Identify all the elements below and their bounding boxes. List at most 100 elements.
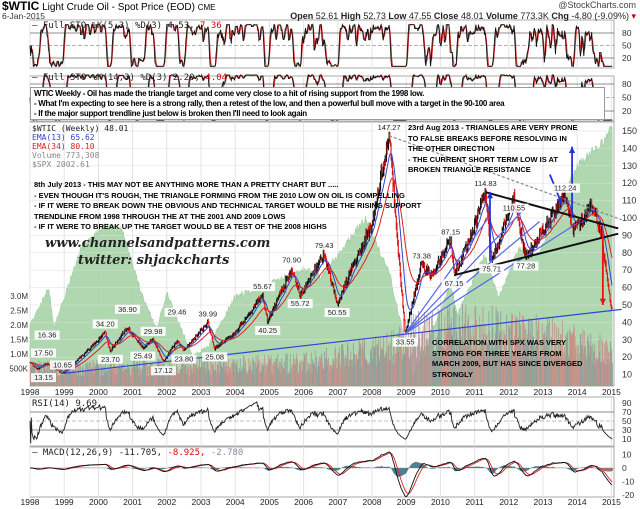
macd-histogram-bar [143, 468, 144, 469]
macd-histogram-bar [164, 468, 165, 469]
macd-histogram-bar [472, 466, 474, 468]
volume-bar [246, 372, 248, 386]
volume-bar [131, 367, 133, 386]
volume-bar [62, 374, 64, 386]
volume-bar [234, 372, 236, 386]
volume-bar [454, 305, 456, 386]
volume-bar [406, 347, 408, 386]
macd-histogram-bar [406, 468, 408, 472]
macd-histogram-bar [380, 466, 382, 468]
volume-bar [336, 357, 338, 386]
sto-fast-tick: 20 [622, 53, 632, 63]
macd-histogram-bar [479, 466, 481, 468]
macd-histogram-bar [508, 466, 510, 468]
macd-histogram-bar [264, 468, 266, 470]
macd-histogram-bar [418, 462, 419, 468]
volume-bar [545, 337, 547, 386]
chart-title: $WTIC Light Crude Oil - Spot Price (EOD)… [2, 0, 216, 13]
volume-bar [256, 363, 258, 386]
volume-bar [567, 357, 569, 386]
x-tick-label: 2011 [465, 497, 484, 507]
volume-bar [362, 339, 364, 386]
macd-histogram-bar [123, 467, 125, 468]
volume-bar [508, 324, 510, 386]
volume-bar [487, 343, 489, 386]
macd-histogram-bar [335, 468, 337, 471]
price-label-bg [324, 308, 350, 318]
macd-histogram-bar [393, 468, 395, 474]
volume-bar [339, 347, 341, 386]
volume-bar [106, 370, 108, 386]
volume-bar [408, 357, 410, 386]
volume-bar [485, 354, 487, 386]
macd-histogram-bar [488, 468, 490, 471]
macd-histogram-bar [612, 468, 613, 471]
volume-bar [237, 372, 239, 386]
macd-histogram-bar [151, 467, 152, 468]
macd-histogram-bar [315, 466, 317, 468]
macd-histogram-bar [127, 467, 129, 468]
volume-bar [460, 327, 462, 386]
volume-bar [597, 358, 599, 386]
volume-bar [476, 354, 478, 386]
volume-bar [442, 345, 444, 386]
volume-bar [204, 356, 206, 386]
macd-histogram-bar [498, 467, 500, 468]
volume-bar [356, 354, 358, 386]
price-tick-label: 50 [622, 300, 632, 310]
x-tick-label: 2004 [226, 497, 245, 507]
macd-histogram-bar [375, 466, 377, 468]
volume-bar [465, 304, 467, 386]
watermark-twitter: twitter: shjackcharts [78, 253, 230, 268]
macd-line [30, 451, 613, 497]
volume-bar [318, 361, 319, 386]
macd-histogram-bar [335, 468, 336, 471]
macd-histogram-bar [312, 466, 314, 468]
volume-bar [327, 365, 329, 386]
volume-bar [343, 350, 344, 386]
volume-bar [77, 363, 79, 386]
macd-histogram-bar [606, 468, 608, 472]
volume-bar [202, 362, 204, 386]
x-tick-label: 2002 [157, 387, 176, 397]
volume-bar [342, 343, 344, 386]
macd-histogram-bar [377, 466, 379, 468]
arrow-head [599, 298, 606, 305]
macd-histogram-bar [320, 467, 322, 468]
volume-bar [174, 366, 175, 386]
macd-histogram-bar [535, 466, 537, 468]
note-july-2013: 8th July 2013 - THIS MAY NOT BE ANYTHING… [34, 180, 422, 231]
price-label-bg [441, 279, 467, 289]
macd-histogram-bar [544, 467, 546, 468]
volume-bar [527, 338, 529, 386]
macd-histogram-bar [470, 466, 472, 468]
volume-bar [496, 323, 498, 386]
volume-bar [392, 355, 394, 386]
volume-bar [341, 344, 342, 386]
volume-bar [447, 309, 449, 386]
volume-bar [502, 354, 504, 386]
macd-tick: -20 [622, 490, 635, 500]
macd-tick: 0 [622, 463, 627, 473]
macd-histogram-bar [437, 467, 439, 468]
macd-histogram-bar [453, 468, 455, 471]
macd-histogram-bar [383, 466, 385, 468]
macd-histogram-bar [485, 467, 486, 468]
volume-bar [586, 355, 588, 386]
macd-histogram-bar [522, 468, 524, 472]
volume-bar [185, 373, 187, 386]
volume-bar [182, 362, 184, 386]
macd-histogram-bar [467, 466, 469, 468]
volume-bar [273, 361, 275, 386]
volume-bar [592, 351, 594, 386]
macd-histogram-bar [290, 467, 292, 468]
volume-bar [83, 376, 85, 386]
volume-bar [563, 362, 565, 386]
macd-histogram-bar [608, 468, 609, 472]
volume-bar [152, 365, 154, 386]
macd-histogram-bar [140, 468, 142, 469]
macd-histogram-bar [582, 467, 584, 468]
volume-bar [427, 345, 429, 386]
macd-histogram-bar [392, 468, 394, 472]
volume-bar [315, 367, 317, 386]
